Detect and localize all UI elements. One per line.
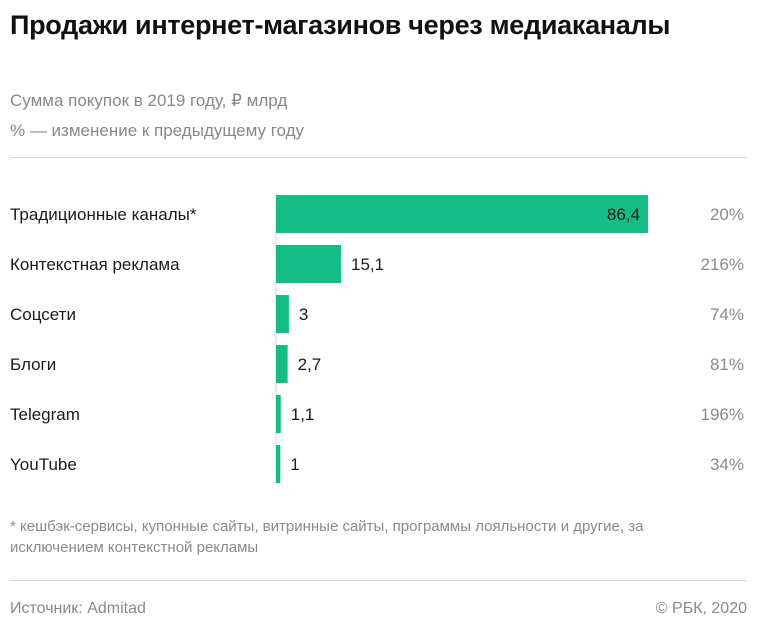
- category-label: Соцсети: [10, 305, 76, 324]
- source-label: Источник: Admitad: [10, 600, 146, 617]
- chart-subtitle: Сумма покупок в 2019 году, ₽ млрд: [10, 91, 288, 110]
- category-label: Telegram: [10, 405, 80, 424]
- chart-subtitle-percent-note: % — изменение к предыдущему году: [10, 121, 305, 140]
- footnote: * кешбэк-сервисы, купонные сайты, витрин…: [10, 518, 644, 556]
- percent-change-label: 216%: [701, 255, 744, 274]
- value-label: 1: [290, 455, 299, 474]
- category-label: Традиционные каналы*: [10, 205, 197, 224]
- category-label: Контекстная реклама: [10, 255, 180, 274]
- percent-change-label: 20%: [710, 205, 744, 224]
- value-label: 86,4: [607, 205, 640, 224]
- bar: [276, 295, 289, 333]
- bar: [276, 345, 288, 383]
- category-label: YouTube: [10, 455, 77, 474]
- value-label: 15,1: [351, 255, 384, 274]
- bar: [276, 445, 281, 483]
- value-label: 1,1: [291, 405, 315, 424]
- bar-chart: Традиционные каналы* 86,4 20% Контекстная р…: [10, 193, 744, 483]
- top-divider: [10, 157, 747, 158]
- percent-change-label: 34%: [710, 455, 744, 474]
- percent-change-label: 81%: [710, 355, 744, 374]
- chart-title: Продажи интернет-магазинов через медиака…: [10, 10, 671, 40]
- bar: [276, 395, 281, 433]
- bar: [276, 245, 342, 283]
- category-label: Блоги: [10, 355, 56, 374]
- value-label: 2,7: [298, 355, 322, 374]
- bar: [276, 195, 648, 233]
- percent-change-label: 196%: [701, 405, 744, 424]
- bottom-divider: [10, 580, 747, 581]
- percent-change-label: 74%: [710, 305, 744, 324]
- copyright-label: © РБК, 2020: [655, 600, 747, 617]
- value-label: 3: [299, 305, 308, 324]
